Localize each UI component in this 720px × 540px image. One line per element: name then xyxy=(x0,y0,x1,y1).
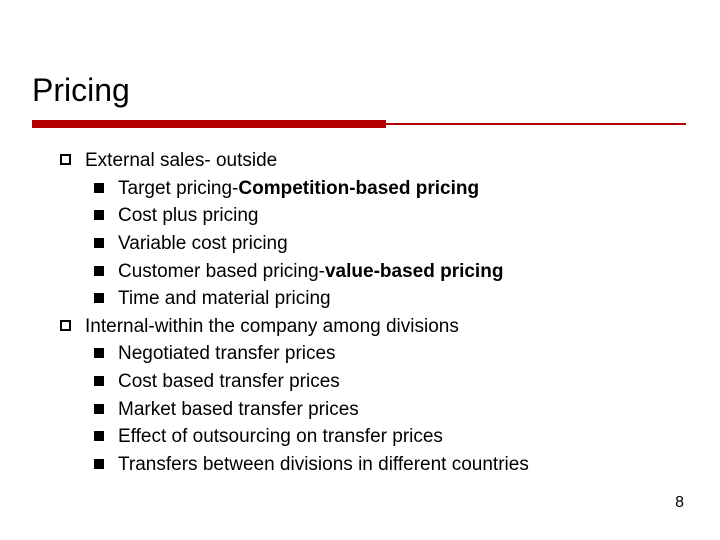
square-open-bullet-icon xyxy=(60,320,71,331)
list-item: Target pricing-Competition-based pricing xyxy=(94,176,680,202)
list-item-label: Market based transfer prices xyxy=(118,397,359,423)
slide-title: Pricing xyxy=(32,72,130,109)
list-item-label: Effect of outsourcing on transfer prices xyxy=(118,424,443,450)
square-filled-bullet-icon xyxy=(94,293,104,303)
list-item-label: Negotiated transfer prices xyxy=(118,341,336,367)
list-item-label: Transfers between divisions in different… xyxy=(118,452,529,478)
square-filled-bullet-icon xyxy=(94,431,104,441)
square-open-bullet-icon xyxy=(60,154,71,165)
list-item-label: Cost based transfer prices xyxy=(118,369,340,395)
list-item: Effect of outsourcing on transfer prices xyxy=(94,424,680,450)
list-item-label: Customer based pricing-value-based prici… xyxy=(118,259,503,285)
square-filled-bullet-icon xyxy=(94,459,104,469)
list-item-label: Time and material pricing xyxy=(118,286,331,312)
square-filled-bullet-icon xyxy=(94,210,104,220)
list-item: Internal-within the company among divisi… xyxy=(60,314,680,340)
list-item: Negotiated transfer prices xyxy=(94,341,680,367)
list-item-label: Target pricing-Competition-based pricing xyxy=(118,176,479,202)
title-underline-thin xyxy=(386,123,686,125)
list-item: Cost plus pricing xyxy=(94,203,680,229)
slide: Pricing External sales- outside Target p… xyxy=(0,0,720,540)
square-filled-bullet-icon xyxy=(94,266,104,276)
outline-content: External sales- outside Target pricing-C… xyxy=(60,148,680,480)
list-item-label: Variable cost pricing xyxy=(118,231,288,257)
title-underline-thick xyxy=(32,120,386,128)
square-filled-bullet-icon xyxy=(94,183,104,193)
list-item: Cost based transfer prices xyxy=(94,369,680,395)
list-item-label: Internal-within the company among divisi… xyxy=(85,314,459,340)
square-filled-bullet-icon xyxy=(94,376,104,386)
list-item: Customer based pricing-value-based prici… xyxy=(94,259,680,285)
list-item-label: External sales- outside xyxy=(85,148,277,174)
list-item: Variable cost pricing xyxy=(94,231,680,257)
list-item: Time and material pricing xyxy=(94,286,680,312)
page-number: 8 xyxy=(675,494,684,512)
list-item: Transfers between divisions in different… xyxy=(94,452,680,478)
square-filled-bullet-icon xyxy=(94,238,104,248)
list-item: Market based transfer prices xyxy=(94,397,680,423)
list-item-label: Cost plus pricing xyxy=(118,203,258,229)
square-filled-bullet-icon xyxy=(94,404,104,414)
list-item: External sales- outside xyxy=(60,148,680,174)
square-filled-bullet-icon xyxy=(94,348,104,358)
